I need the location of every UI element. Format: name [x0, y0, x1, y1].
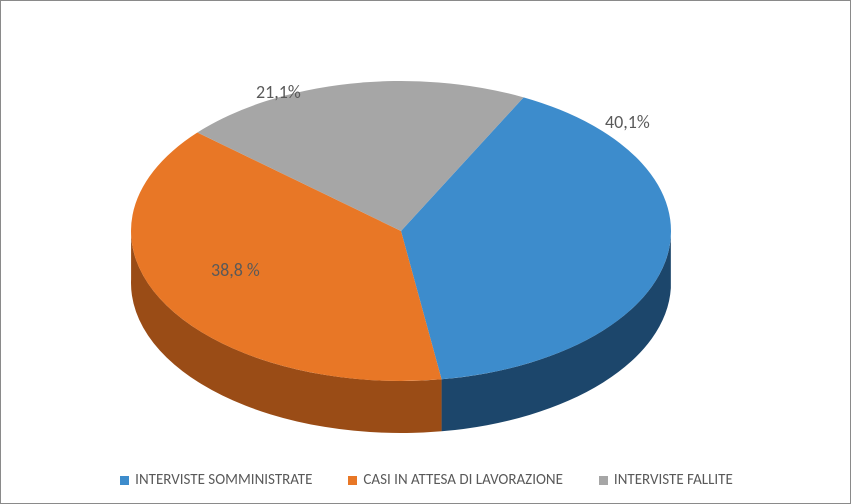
legend-item-1: CASI IN ATTESA DI LAVORAZIONE: [348, 471, 563, 489]
legend-label-0: INTERVISTE SOMMINISTRATE: [135, 471, 312, 489]
legend: INTERVISTE SOMMINISTRATE CASI IN ATTESA …: [1, 471, 851, 489]
slice-label-0: 40,1%: [605, 111, 650, 133]
pie-svg: [1, 1, 851, 441]
legend-swatch-0: [120, 476, 129, 485]
slice-label-2: 21,1%: [256, 81, 301, 103]
legend-swatch-1: [348, 476, 357, 485]
pie-canvas: [1, 1, 851, 441]
legend-label-2: INTERVISTE FALLITE: [614, 471, 733, 489]
legend-item-0: INTERVISTE SOMMINISTRATE: [120, 471, 312, 489]
slice-label-1: 38,8 %: [211, 259, 260, 281]
legend-item-2: INTERVISTE FALLITE: [599, 471, 733, 489]
legend-label-1: CASI IN ATTESA DI LAVORAZIONE: [363, 471, 563, 489]
pie-chart-3d: 40,1% 38,8 % 21,1% INTERVISTE SOMMINISTR…: [0, 0, 851, 504]
legend-swatch-2: [599, 476, 608, 485]
